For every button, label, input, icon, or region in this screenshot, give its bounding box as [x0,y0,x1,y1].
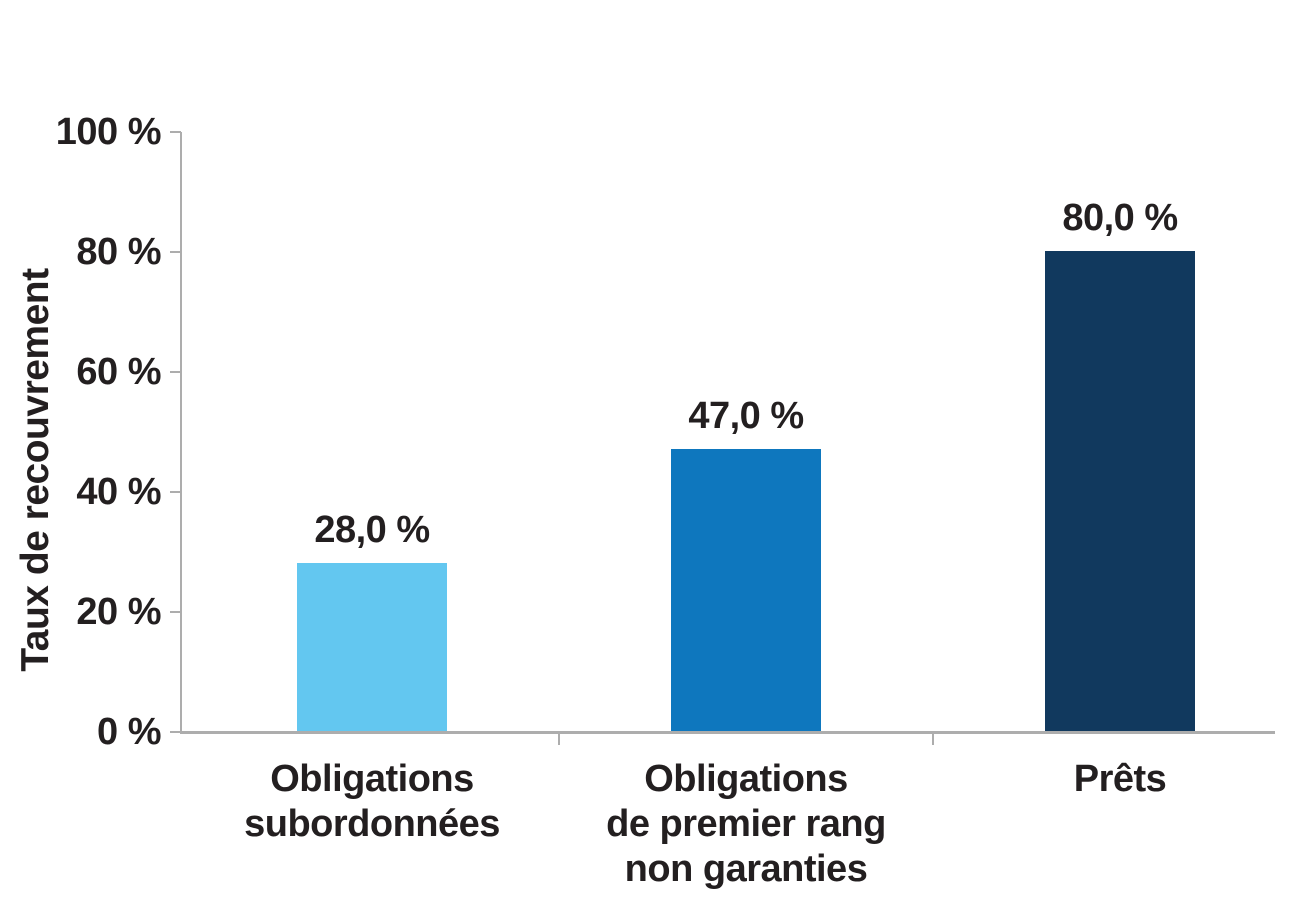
bar [1045,251,1195,731]
y-axis-line [180,132,182,734]
category-label-line: Obligations [644,758,848,800]
x-boundary-tick-mark [932,731,934,745]
y-tick-mark [170,251,181,253]
y-tick-label: 60 % [76,351,161,393]
bar-value-label: 80,0 % [1062,197,1178,239]
y-tick-label: 100 % [55,111,162,153]
y-tick-label: 80 % [76,231,161,273]
x-boundary-tick-mark [558,731,560,745]
y-tick-mark [170,371,181,373]
y-tick-label: 40 % [76,471,161,513]
bar [671,449,821,731]
category-label-line: non garanties [624,848,868,890]
category-label-line: Prêts [1073,758,1167,800]
bar [297,563,447,731]
y-tick-mark [170,491,181,493]
category-label: Prêts [920,757,1290,802]
y-tick-label: 0 % [97,711,161,753]
y-tick-mark [170,611,181,613]
category-label-line: subordonnées [244,803,500,845]
y-tick-label: 20 % [76,591,161,633]
bar-value-label: 28,0 % [314,509,430,551]
y-tick-mark [170,731,181,733]
y-tick-mark [170,131,181,133]
category-label-line: Obligations [270,758,474,800]
bar-value-label: 47,0 % [688,395,804,437]
x-axis-line [180,731,1275,734]
category-label: Obligations subordonnées [172,757,572,847]
category-label: Obligations de premier rang non garanties [546,757,946,892]
category-label-line: de premier rang [606,803,886,845]
